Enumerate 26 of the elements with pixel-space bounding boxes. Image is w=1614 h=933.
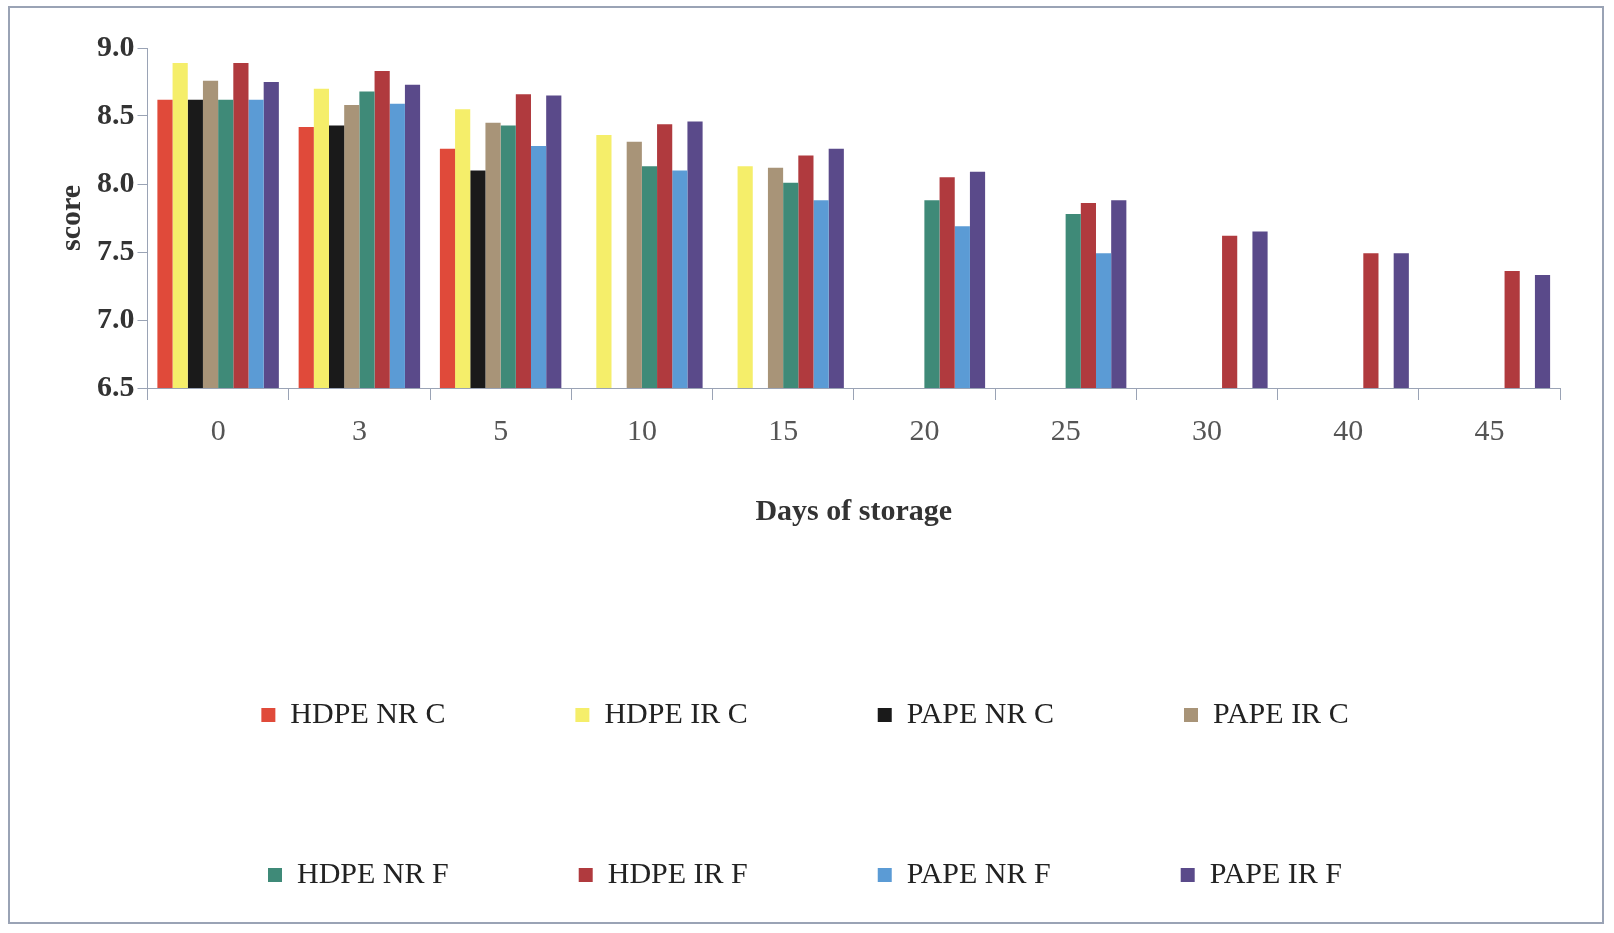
legend-label: HDPE IR F <box>607 855 748 889</box>
x-tick-label: 20 <box>909 412 940 446</box>
x-tick-label: 40 <box>1333 412 1364 446</box>
x-tick-label: 30 <box>1191 412 1222 446</box>
y-axis-title: score <box>52 184 86 252</box>
x-tick-label: 3 <box>351 412 367 446</box>
legend-label: PAPE IR C <box>1213 695 1349 729</box>
x-tick-label: 0 <box>210 412 226 446</box>
y-tick-label: 6.5 <box>97 368 135 402</box>
legend-label: HDPE NR F <box>297 855 449 889</box>
legend-label: PAPE IR F <box>1209 855 1342 889</box>
legend-label: HDPE NR C <box>290 695 446 729</box>
legend-label: PAPE NR C <box>906 695 1055 729</box>
legend-label: PAPE NR F <box>906 855 1051 889</box>
x-axis-title: Days of storage <box>755 492 953 526</box>
y-tick-label: 9.0 <box>97 28 135 62</box>
y-tick-label: 7.5 <box>97 232 135 266</box>
y-tick-label: 7.0 <box>97 300 135 334</box>
x-tick-label: 5 <box>493 412 509 446</box>
x-tick-label: 15 <box>768 412 799 446</box>
legend-label: HDPE IR C <box>604 695 748 729</box>
y-tick-label: 8.5 <box>97 96 135 130</box>
x-tick-label: 25 <box>1050 412 1081 446</box>
x-tick-label: 45 <box>1474 412 1505 446</box>
y-tick-label: 8.0 <box>97 164 135 198</box>
x-tick-label: 10 <box>626 412 657 446</box>
